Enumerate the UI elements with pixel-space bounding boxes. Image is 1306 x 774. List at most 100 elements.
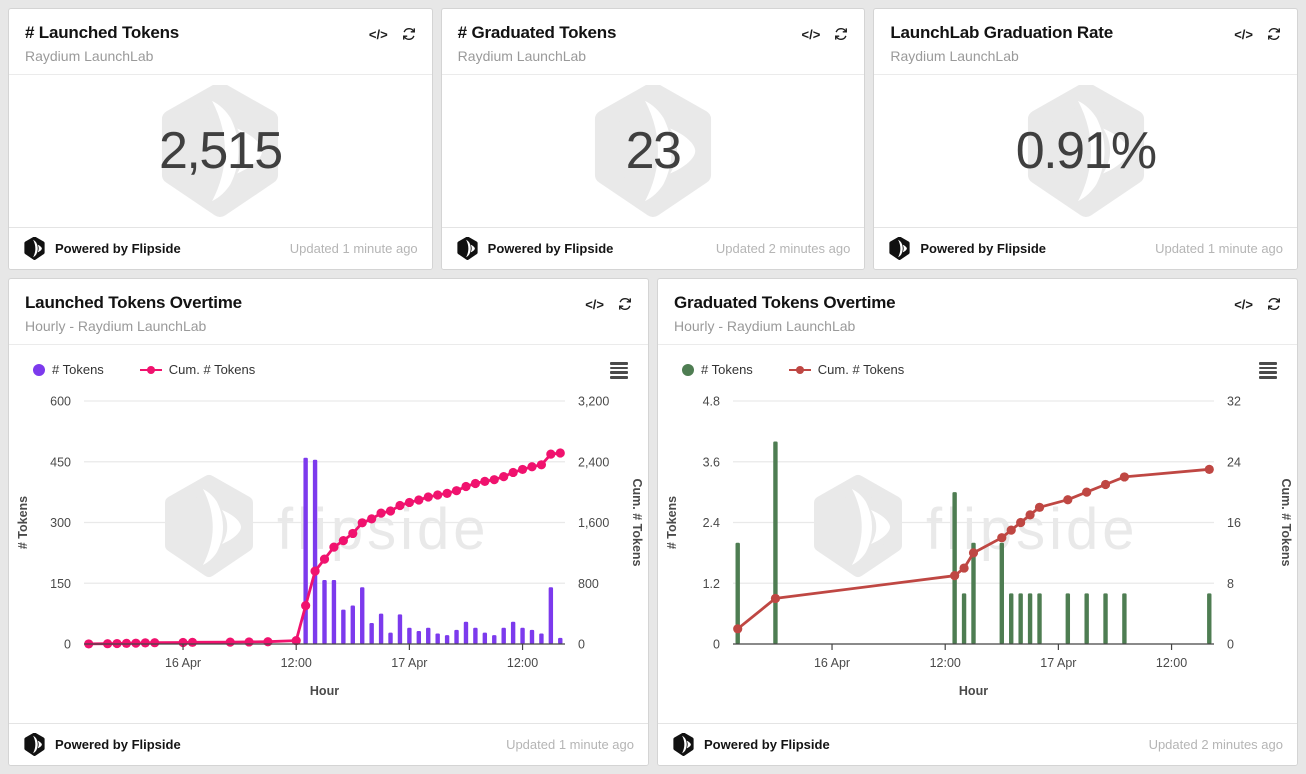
stat-value: 23 [625, 122, 682, 181]
card-footer: Powered by Flipside Updated 1 minute ago [9, 227, 432, 269]
svg-text:flipside: flipside [277, 497, 490, 562]
svg-text:17 Apr: 17 Apr [1040, 656, 1076, 670]
gridlines [733, 400, 1214, 585]
legend-label: Cum. # Tokens [168, 362, 256, 378]
refresh-icon[interactable] [1266, 296, 1282, 312]
y-axis-title-left: # Tokens [665, 496, 679, 549]
graduated-tokens-chart: flipside 16 Apr 12:00 17 Apr 12:00 Hour 0 1.2 2.… [665, 395, 1293, 699]
powered-by-label: Powered by Flipside [704, 737, 830, 752]
header-icons: </> [369, 26, 417, 42]
x-axis: 16 Apr 12:00 17 Apr 12:00 Hour [733, 643, 1214, 698]
card-title: Graduated Tokens Overtime [674, 293, 896, 312]
updated-timestamp: Updated 1 minute ago [289, 241, 418, 256]
legend-dot-icon [682, 363, 694, 376]
stat-cards-row: # Launched Tokens Raydium LaunchLab </> … [8, 8, 1299, 270]
refresh-icon[interactable] [401, 26, 417, 42]
svg-text:150: 150 [50, 577, 71, 591]
card-subtitle: Raydium LaunchLab [890, 48, 1019, 65]
flipside-watermark: flipside [165, 475, 490, 578]
refresh-icon[interactable] [1266, 26, 1282, 42]
code-view-icon[interactable]: </> [801, 26, 821, 42]
svg-text:24: 24 [1227, 456, 1241, 470]
header-icons: </> [802, 26, 850, 42]
svg-text:12:00: 12:00 [1156, 656, 1187, 670]
code-view-icon[interactable]: </> [1234, 296, 1253, 312]
code-view-icon[interactable]: </> [1234, 26, 1254, 42]
card-subtitle: Raydium LaunchLab [25, 48, 154, 65]
card-title: LaunchLab Graduation Rate [890, 23, 1113, 42]
flipside-logo-icon [23, 237, 46, 260]
powered-by-link[interactable]: Powered by Flipside [888, 237, 1046, 260]
svg-text:12:00: 12:00 [507, 656, 538, 670]
card-subtitle: Raydium LaunchLab [457, 48, 587, 65]
svg-text:Hour: Hour [310, 684, 339, 698]
card-title: # Graduated Tokens [457, 23, 617, 42]
legend-label: # Tokens [701, 362, 753, 378]
powered-by-link[interactable]: Powered by Flipside [23, 733, 181, 756]
svg-text:1.2: 1.2 [703, 577, 720, 591]
y-axis-title-left: # Tokens [16, 496, 30, 549]
svg-text:300: 300 [50, 516, 71, 530]
powered-by-link[interactable]: Powered by Flipside [672, 733, 830, 756]
svg-text:800: 800 [578, 577, 599, 591]
chart-menu-icon[interactable] [608, 360, 630, 380]
legend-item[interactable]: Cum. # Tokens [139, 362, 256, 378]
updated-timestamp: Updated 1 minute ago [1155, 241, 1284, 256]
y-axis-title-right: Cum. # Tokens [1279, 479, 1293, 567]
powered-by-link[interactable]: Powered by Flipside [456, 237, 614, 260]
code-view-icon[interactable]: </> [585, 296, 604, 312]
legend-item[interactable]: # Tokens [682, 362, 753, 377]
card-subtitle: Hourly - Raydium LaunchLab [674, 318, 856, 335]
legend-line-icon [788, 364, 811, 376]
svg-text:12:00: 12:00 [281, 656, 312, 670]
refresh-icon[interactable] [617, 296, 633, 312]
svg-text:0: 0 [713, 638, 720, 652]
svg-text:32: 32 [1227, 395, 1241, 409]
y-axis-labels: 0 1.2 2.4 3.6 4.8 0 8 16 24 32 [703, 395, 1241, 652]
svg-text:17 Apr: 17 Apr [391, 656, 427, 670]
card-subtitle: Hourly - Raydium LaunchLab [25, 318, 207, 335]
header-icons: </> [1234, 26, 1282, 42]
chart-card-launched-overtime: Launched Tokens Overtime Hourly - Raydiu… [8, 278, 649, 766]
svg-text:flipside: flipside [926, 497, 1139, 562]
powered-by-label: Powered by Flipside [487, 241, 614, 256]
chart-cards-row: Launched Tokens Overtime Hourly - Raydiu… [8, 278, 1298, 766]
card-footer: Powered by Flipside Updated 1 minute ago [874, 227, 1298, 269]
powered-by-label: Powered by Flipside [55, 241, 181, 256]
x-axis: 16 Apr 12:00 17 Apr 12:00 Hour [84, 643, 565, 698]
powered-by-label: Powered by Flipside [55, 737, 181, 752]
flipside-watermark-icon [587, 85, 719, 218]
chart-legend: # Tokens Cum. # Tokens [9, 345, 648, 379]
card-title: Launched Tokens Overtime [25, 293, 242, 312]
svg-text:16 Apr: 16 Apr [814, 656, 850, 670]
code-view-icon[interactable]: </> [368, 26, 388, 42]
svg-text:8: 8 [1227, 577, 1234, 591]
svg-text:2,400: 2,400 [578, 456, 609, 470]
svg-text:0: 0 [1227, 638, 1234, 652]
legend-item[interactable]: Cum. # Tokens [788, 362, 905, 378]
svg-text:0: 0 [64, 638, 71, 652]
legend-label: Cum. # Tokens [817, 362, 905, 378]
stat-card-launched-tokens: # Launched Tokens Raydium LaunchLab </> … [8, 8, 433, 270]
stat-value: 2,515 [159, 122, 283, 181]
refresh-icon[interactable] [833, 26, 849, 42]
powered-by-link[interactable]: Powered by Flipside [23, 237, 181, 260]
svg-text:600: 600 [50, 395, 71, 409]
svg-text:0: 0 [578, 638, 585, 652]
card-header: # Graduated Tokens Raydium LaunchLab </> [441, 9, 865, 76]
svg-text:4.8: 4.8 [703, 395, 720, 409]
chart-legend: # Tokens Cum. # Tokens [658, 345, 1297, 379]
svg-text:3,200: 3,200 [578, 395, 609, 409]
bar-series [86, 457, 563, 645]
svg-text:450: 450 [50, 456, 71, 470]
svg-text:2.4: 2.4 [703, 516, 720, 530]
updated-timestamp: Updated 2 minutes ago [1148, 737, 1283, 752]
svg-text:16: 16 [1227, 516, 1241, 530]
legend-dot-icon [33, 363, 45, 376]
y-axis-title-right: Cum. # Tokens [630, 479, 644, 567]
legend-item[interactable]: # Tokens [33, 362, 104, 377]
flipside-watermark-icon [154, 85, 286, 218]
chart-menu-icon[interactable] [1257, 360, 1279, 380]
svg-text:16 Apr: 16 Apr [165, 656, 201, 670]
